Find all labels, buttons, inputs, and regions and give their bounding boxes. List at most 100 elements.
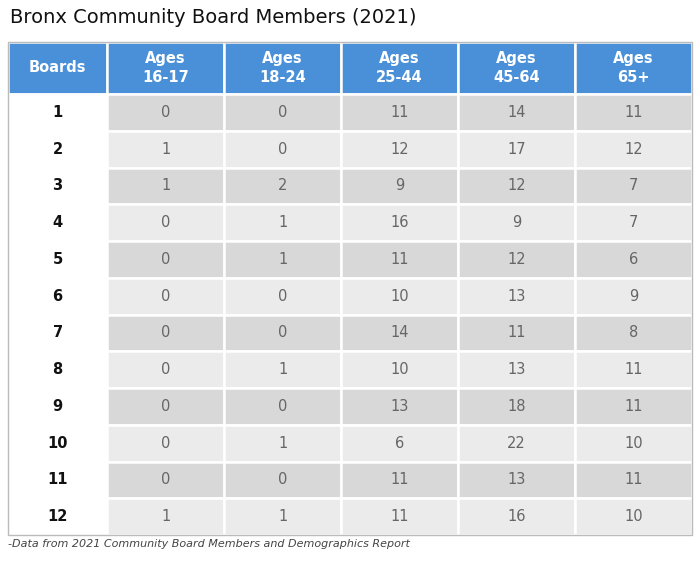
Text: 18: 18 [508,399,526,414]
Bar [575,94,692,131]
Bar [224,425,341,461]
Bar [107,204,224,241]
Text: 13: 13 [508,289,526,304]
Bar [224,351,341,388]
Text: Ages
45-64: Ages 45-64 [494,51,540,85]
Text: 0: 0 [161,435,170,450]
Text: 12: 12 [624,142,643,156]
Bar [575,351,692,388]
Text: 10: 10 [624,509,643,524]
Text: 6: 6 [52,289,63,304]
Bar [341,167,458,204]
Text: 0: 0 [161,362,170,377]
Bar [458,167,575,204]
Text: 11: 11 [391,509,409,524]
Text: Ages
18-24: Ages 18-24 [259,51,306,85]
Bar [107,425,224,461]
Text: 14: 14 [508,105,526,120]
Bar [458,42,575,94]
Text: 10: 10 [624,435,643,450]
Bar [458,351,575,388]
Text: 9: 9 [512,215,522,230]
Bar [341,278,458,315]
Bar [458,388,575,425]
Bar [8,388,107,425]
Bar [458,499,575,535]
Bar [107,461,224,499]
Text: 0: 0 [278,105,287,120]
Bar [224,461,341,499]
Text: 11: 11 [508,325,526,340]
Text: 0: 0 [161,105,170,120]
Text: 6: 6 [395,435,404,450]
Text: 8: 8 [52,362,63,377]
Text: 17: 17 [508,142,526,156]
Text: 6: 6 [629,252,638,267]
Bar [575,499,692,535]
Bar [224,241,341,278]
Text: 11: 11 [624,362,643,377]
Text: 10: 10 [48,435,68,450]
Bar [575,204,692,241]
Bar [107,499,224,535]
Text: 7: 7 [52,325,63,340]
Text: Ages
25-44: Ages 25-44 [377,51,423,85]
Text: 1: 1 [278,215,287,230]
Text: 1: 1 [161,178,170,193]
Bar [224,388,341,425]
Text: 9: 9 [629,289,638,304]
Bar [8,315,107,351]
Bar [341,388,458,425]
Bar [458,131,575,167]
Bar [575,388,692,425]
Bar [224,131,341,167]
Bar [575,42,692,94]
Bar [8,425,107,461]
Bar [341,315,458,351]
Text: 11: 11 [391,472,409,488]
Bar [458,461,575,499]
Text: Boards: Boards [29,61,86,76]
Text: 10: 10 [391,289,409,304]
Text: 0: 0 [161,215,170,230]
Text: 0: 0 [161,399,170,414]
Bar [341,499,458,535]
Text: 7: 7 [629,215,638,230]
Bar [341,461,458,499]
Bar [8,94,107,131]
Bar [341,42,458,94]
Text: 0: 0 [161,252,170,267]
Text: 1: 1 [278,435,287,450]
Text: 11: 11 [624,105,643,120]
Bar [8,42,107,94]
Text: 1: 1 [52,105,63,120]
Text: 1: 1 [278,509,287,524]
Text: 12: 12 [48,509,68,524]
Text: 0: 0 [161,325,170,340]
Text: 13: 13 [391,399,409,414]
Bar [8,42,692,535]
Text: 22: 22 [508,435,526,450]
Bar [341,204,458,241]
Text: 11: 11 [391,252,409,267]
Text: 12: 12 [391,142,409,156]
Text: 11: 11 [48,472,68,488]
Bar [107,167,224,204]
Text: 0: 0 [278,472,287,488]
Text: 0: 0 [278,289,287,304]
Text: 2: 2 [278,178,287,193]
Bar [8,499,107,535]
Text: 12: 12 [508,178,526,193]
Bar [458,204,575,241]
Bar [107,351,224,388]
Text: 3: 3 [52,178,63,193]
Text: 16: 16 [508,509,526,524]
Text: 7: 7 [629,178,638,193]
Text: 2: 2 [52,142,63,156]
Text: 1: 1 [161,509,170,524]
Bar [8,241,107,278]
Text: 1: 1 [278,362,287,377]
Bar [224,167,341,204]
Bar [458,94,575,131]
Bar [341,425,458,461]
